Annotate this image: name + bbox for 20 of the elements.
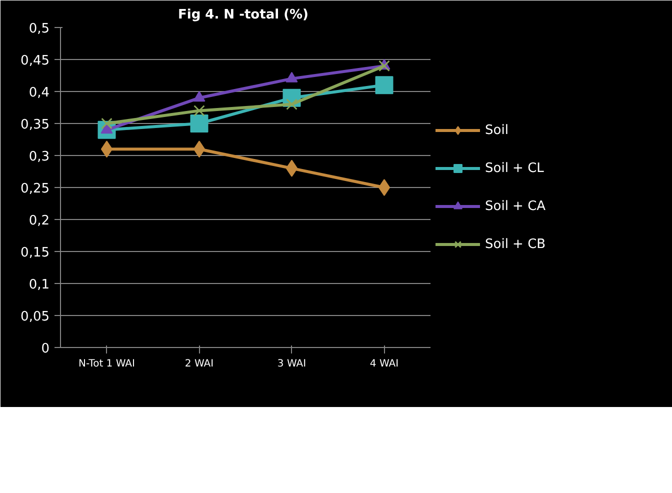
y-tick-label: 0,45	[20, 54, 50, 68]
y-tick-label: 0,2	[28, 214, 50, 228]
y-tick-label: 0,35	[20, 118, 50, 132]
x-tick-label: 3 WAI	[277, 358, 306, 370]
legend-label: Soil + CA	[485, 198, 546, 214]
y-tick-label: 0,4	[28, 86, 50, 100]
y-tick-label: 0,25	[20, 182, 50, 196]
legend-label: Soil + CB	[485, 236, 546, 252]
y-tick-label: 0,1	[28, 278, 50, 292]
y-tick-label: 0,5	[28, 22, 50, 36]
x-tick-label: N-Tot 1 WAI	[78, 358, 135, 370]
y-tick-label: 0	[41, 342, 50, 356]
legend-label: Soil	[485, 122, 508, 138]
x-tick-label: 4 WAI	[370, 358, 399, 370]
y-tick-label: 0,05	[20, 310, 50, 324]
chart-title: Fig 4. N -total (%)	[178, 8, 308, 22]
x-tick-label: 2 WAI	[184, 358, 214, 370]
y-tick-label: 0,15	[20, 246, 50, 260]
y-tick-label: 0,3	[28, 150, 50, 164]
legend-label: Soil + CL	[485, 160, 544, 176]
